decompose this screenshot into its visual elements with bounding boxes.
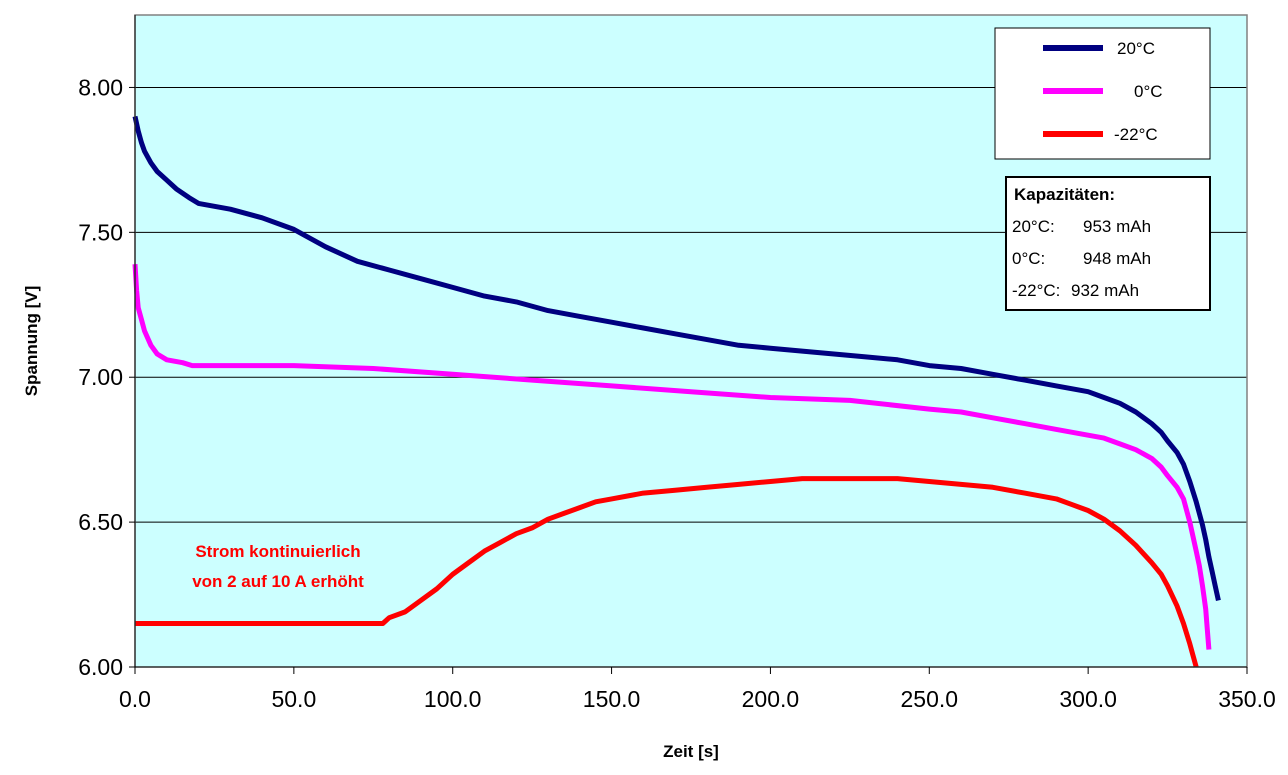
info-row-label: -22°C:: [1012, 281, 1060, 300]
x-tick-label: 150.0: [583, 686, 641, 712]
y-axis-title: Spannung [V]: [22, 286, 41, 396]
legend-label: 20°C: [1117, 39, 1155, 58]
x-tick-label: 200.0: [742, 686, 800, 712]
info-box-frame: [1005, 176, 1211, 311]
info-row-label: 0°C:: [1012, 249, 1045, 268]
info-box-title: Kapazitäten:: [1014, 185, 1115, 204]
series-lines: [132, 115, 1221, 668]
x-axis-title: Zeit [s]: [663, 742, 719, 761]
legend: 20°C 0°C -22°C: [994, 27, 1211, 160]
legend-label: -22°C: [1114, 125, 1158, 144]
annotation: Strom kontinuierlich von 2 auf 10 A erhö…: [192, 542, 364, 591]
x-tick-label: 50.0: [271, 686, 316, 712]
x-tick-label: 300.0: [1059, 686, 1117, 712]
x-tick-label: 0.0: [119, 686, 151, 712]
y-tick-label: 6.50: [78, 509, 123, 535]
y-tick-label: 7.00: [78, 364, 123, 390]
legend-label: 0°C: [1134, 82, 1163, 101]
annotation-line: Strom kontinuierlich: [195, 542, 360, 561]
annotation-line: von 2 auf 10 A erhöht: [192, 572, 364, 591]
x-tick-label: 350.0: [1218, 686, 1276, 712]
axes: 6.00 6.50 7.00 7.50 8.00 0.0 50.0 100.0 150.0 200…: [78, 15, 1276, 712]
info-row-value: 948 mAh: [1083, 249, 1151, 268]
y-tick-label: 8.00: [78, 74, 123, 100]
y-tick-label: 7.50: [78, 219, 123, 245]
series-line: [132, 115, 1221, 601]
capacity-info-box: Kapazitäten: 20°C: 953 mAh 0°C: 948 mAh …: [1005, 176, 1211, 311]
info-row-value: 932 mAh: [1071, 281, 1139, 300]
y-tick-label: 6.00: [78, 654, 123, 680]
x-tick-label: 250.0: [901, 686, 959, 712]
info-row-label: 20°C:: [1012, 217, 1055, 236]
series-line: [135, 476, 1199, 668]
info-row-value: 953 mAh: [1083, 217, 1151, 236]
series-line: [132, 264, 1212, 650]
x-tick-label: 100.0: [424, 686, 482, 712]
